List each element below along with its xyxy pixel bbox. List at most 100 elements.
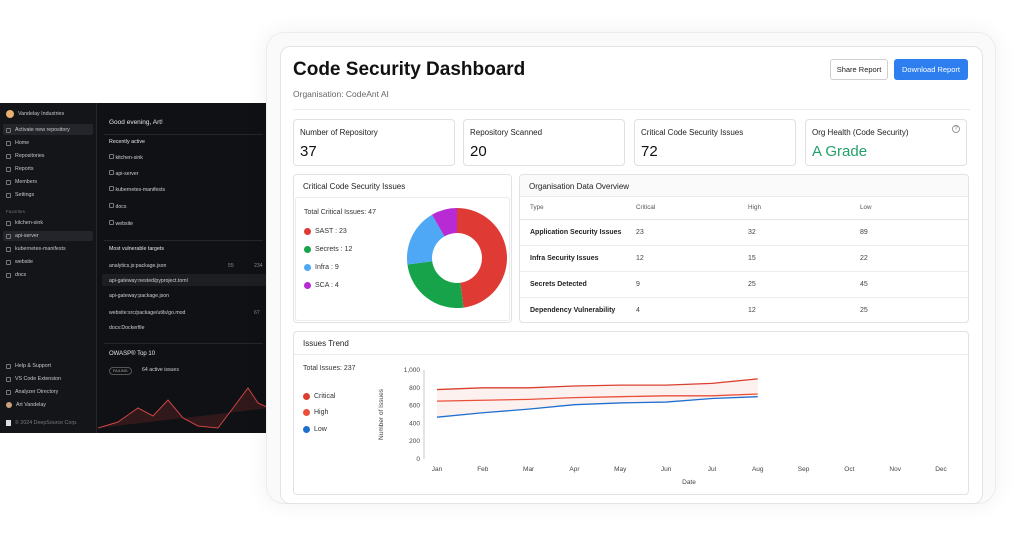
stat-card-scanned: Repository Scanned 20 (463, 119, 625, 166)
cell-high: 15 (738, 245, 850, 272)
vuln-name: analytics.js:package.json (109, 263, 167, 269)
stat-label: Number of Repository (300, 128, 378, 137)
nav-label: Home (15, 140, 30, 146)
y-tick-label: 400 (409, 420, 420, 427)
legend-item: High (303, 409, 328, 416)
vuln-count: 55 (228, 263, 234, 269)
favorite-docs[interactable]: docs (6, 272, 26, 278)
legend-label: High (314, 409, 329, 416)
donut-slice-secrets (407, 261, 464, 308)
row-type: Application Security Issues (520, 219, 626, 246)
favorite-label: api-server (15, 233, 39, 239)
favorite-website[interactable]: website (6, 259, 33, 265)
y-axis-title: Number of Issues (378, 388, 385, 440)
favorite-label: docs (15, 272, 27, 278)
repo-icon (109, 203, 114, 208)
cell-high: 32 (738, 219, 850, 246)
cell-low: 22 (850, 245, 968, 272)
dashboard-card: Code Security Dashboard Organisation: Co… (280, 46, 983, 504)
recent-item[interactable]: api-server (109, 170, 139, 177)
vuln-item[interactable]: api-gateway:nested/pyproject.toml (109, 278, 188, 284)
nav-home[interactable]: Home (6, 140, 29, 146)
vscode-icon (6, 376, 11, 382)
cell-high: 25 (738, 271, 850, 298)
vuln-item[interactable]: website:src/package/utils/go.mod (109, 310, 185, 316)
recent-item[interactable]: kitchen-sink (109, 154, 143, 161)
legend-swatch (303, 409, 310, 416)
recent-item[interactable]: website (109, 220, 133, 227)
total-critical: Total Critical Issues: 47 (304, 209, 376, 216)
table-row: Secrets Detected 9 25 45 (520, 271, 968, 298)
cell-critical: 12 (626, 245, 738, 272)
panel-title: Organisation Data Overview (529, 182, 630, 191)
org-name: Vandelay Industries (18, 111, 65, 117)
x-tick-label: Feb (477, 466, 489, 473)
org-switcher[interactable]: Vandelay Industries (6, 110, 64, 118)
share-report-button[interactable]: Share Report (830, 59, 888, 80)
y-tick-label: 200 (409, 438, 420, 445)
favorite-kubernetes[interactable]: kubernetes-manifests (6, 246, 66, 252)
download-report-button[interactable]: Download Report (894, 59, 968, 80)
legend-label: Secrets : 12 (315, 246, 353, 253)
background-app-screenshot: Vandelay Industries Activate new reposit… (0, 103, 269, 433)
nav-members[interactable]: Members (6, 179, 37, 185)
owasp-heading: OWASP® Top 10 (109, 351, 156, 357)
repo-icon (6, 233, 11, 239)
repo-icon (109, 220, 114, 225)
owasp-sparkline (98, 387, 269, 429)
vuln-name: website:src/package/utils/go.mod (109, 310, 186, 316)
nav-repositories[interactable]: Repositories (6, 153, 44, 159)
vuln-item[interactable]: analytics.js:package.json (109, 263, 166, 269)
favorite-label: kitchen-sink (15, 220, 43, 226)
nav-reports[interactable]: Reports (6, 166, 34, 172)
recent-item[interactable]: kubernetes-manifests (109, 186, 165, 193)
table-row: Application Security Issues 23 32 89 (520, 219, 968, 246)
stat-value: 37 (300, 143, 317, 160)
nav-label: Members (15, 179, 38, 185)
favorite-label: website (15, 259, 33, 265)
critical-issues-panel: Critical Code Security Issues Total Crit… (293, 174, 512, 323)
nav-settings[interactable]: Settings (6, 192, 34, 198)
cell-critical: 9 (626, 271, 738, 298)
donut-slice-infra (407, 214, 445, 265)
legend-swatch (303, 393, 310, 400)
repo-icon (109, 154, 114, 159)
footer-text: © 2024 DeepSource Corp. (15, 420, 78, 426)
background-main: Good evening, Art! Recently active kitch… (98, 103, 269, 433)
vuln-count: 234 (254, 263, 263, 269)
organisation-overview-panel: Organisation Data Overview Type Critical… (519, 174, 969, 323)
column-header: Critical (626, 197, 738, 220)
user-name: Art Vandelay (16, 402, 46, 408)
members-icon (6, 179, 11, 185)
user-menu[interactable]: Art Vandelay (6, 402, 46, 408)
favorite-api-server[interactable]: api-server (6, 233, 39, 239)
legend-item: SCA : 4 (304, 282, 339, 289)
brand-logo-icon (6, 420, 11, 426)
stat-value: 72 (641, 143, 658, 160)
gear-icon (6, 192, 11, 198)
nav-label: VS Code Extension (15, 376, 61, 382)
x-tick-label: Jan (432, 466, 443, 473)
nav-activate-repo[interactable]: Activate new repository (6, 127, 70, 133)
nav-analyzers[interactable]: Analyzer Directory (6, 389, 58, 395)
x-axis-title: Date (682, 479, 696, 486)
nav-help[interactable]: Help & Support (6, 363, 51, 369)
cell-critical: 23 (626, 219, 738, 246)
footer-copyright: © 2024 DeepSource Corp. (6, 420, 78, 426)
panel-title: Issues Trend (303, 339, 349, 348)
issues-trend-panel: Issues Trend Total Issues: 237 Critical … (293, 331, 969, 495)
repo-icon (109, 186, 114, 191)
help-icon[interactable]: ? (952, 125, 960, 133)
help-icon (6, 363, 11, 369)
vuln-item[interactable]: docs:Dockerfile (109, 325, 144, 331)
legend-swatch (304, 282, 311, 289)
cell-low: 45 (850, 271, 968, 298)
table-row: Infra Security Issues 12 15 22 (520, 245, 968, 272)
vuln-item[interactable]: api-gateway:package.json (109, 293, 169, 299)
nav-vscode[interactable]: VS Code Extension (6, 376, 61, 382)
stat-label: Org Health (Code Security) (812, 128, 909, 137)
x-tick-label: Mar (523, 466, 535, 473)
recent-item[interactable]: docs (109, 203, 126, 210)
avatar (6, 402, 12, 408)
favorite-kitchen-sink[interactable]: kitchen-sink (6, 220, 43, 226)
